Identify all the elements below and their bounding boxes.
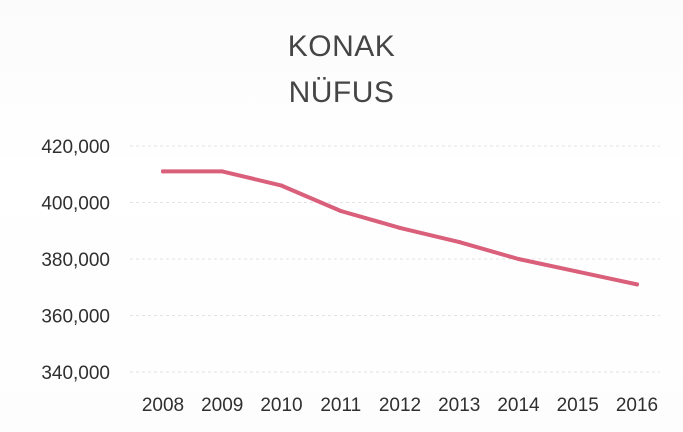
x-tick-label: 2013 xyxy=(438,395,480,416)
data-point xyxy=(516,257,521,261)
y-tick-label: 360,000 xyxy=(41,307,110,328)
y-tick-label: 400,000 xyxy=(41,194,110,215)
x-tick-label: 2012 xyxy=(379,395,421,416)
data-point xyxy=(575,269,580,274)
x-tick-label: 2008 xyxy=(142,395,184,416)
y-tick-label: 420,000 xyxy=(41,137,110,158)
x-tick-label: 2015 xyxy=(557,395,599,416)
x-tick-label: 2009 xyxy=(201,395,243,416)
data-point xyxy=(398,225,402,230)
data-point xyxy=(338,208,343,213)
x-tick-label: 2011 xyxy=(320,395,361,416)
x-tick-label: 2010 xyxy=(260,395,302,416)
chart-title: KONAK xyxy=(287,30,396,63)
data-point xyxy=(161,169,165,174)
data-point xyxy=(220,169,225,174)
chart-subtitle: NÜFUS xyxy=(288,76,395,109)
x-tick-label: 2014 xyxy=(497,395,540,416)
data-point xyxy=(635,282,639,287)
data-point xyxy=(279,183,284,188)
x-tick-label: 2016 xyxy=(616,395,658,416)
y-tick-label: 380,000 xyxy=(41,250,110,271)
y-tick-label: 340,000 xyxy=(41,363,110,384)
data-point xyxy=(457,240,462,245)
